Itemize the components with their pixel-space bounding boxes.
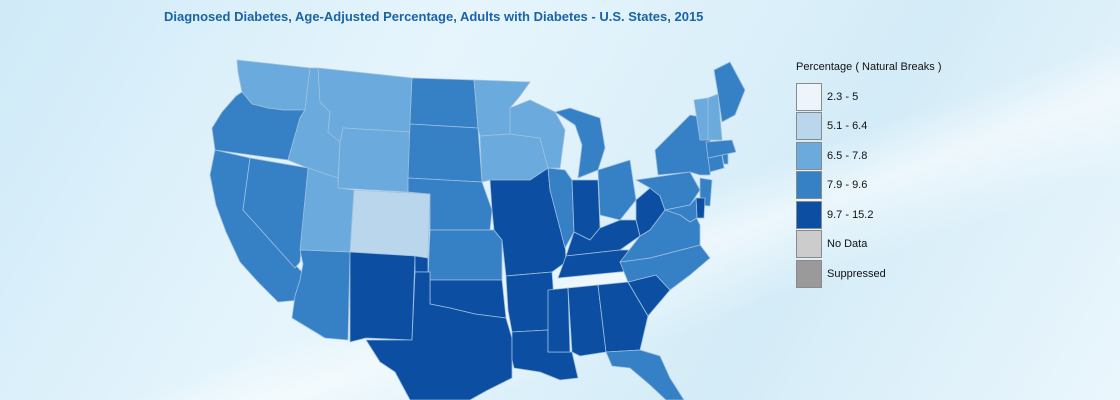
state-fl [605, 349, 685, 400]
state-al [567, 284, 607, 357]
state-ma [705, 139, 737, 159]
state-mo [489, 167, 567, 277]
legend-label: 6.5 - 7.8 [827, 149, 868, 162]
legend-swatch [796, 82, 822, 111]
legend-swatch [796, 259, 822, 288]
legend-label: Suppressed [827, 267, 886, 280]
legend-label: No Data [827, 238, 868, 251]
legend-items: 2.3 - 5 5.1 - 6.4 6.5 - 7.8 7.9 - 9.6 9.7 - … [796, 82, 986, 289]
state-nd [409, 77, 479, 129]
legend-label: 5.1 - 6.4 [827, 120, 868, 133]
legend-label: 9.7 - 15.2 [827, 208, 874, 221]
state-md [664, 197, 698, 223]
state-nh [707, 93, 723, 141]
legend-item: Suppressed [796, 259, 986, 289]
legend-item: 5.1 - 6.4 [796, 112, 986, 142]
legend-swatch [796, 141, 822, 170]
state-nm [349, 251, 416, 343]
state-oh [597, 159, 637, 221]
state-ms [547, 287, 571, 353]
state-nv [242, 157, 309, 269]
state-me [713, 61, 746, 123]
legend-label: 7.9 - 9.6 [827, 179, 868, 192]
legend-swatch [796, 200, 822, 229]
state-de [695, 197, 706, 219]
legend-swatch [796, 230, 822, 259]
map-title: Diagnosed Diabetes, Age-Adjusted Percent… [164, 9, 704, 24]
legend-item: 7.9 - 9.6 [796, 171, 986, 201]
state-az [291, 249, 351, 341]
state-in [571, 179, 601, 241]
legend-label: 2.3 - 5 [827, 90, 859, 103]
legend-item: 6.5 - 7.8 [796, 141, 986, 171]
state-wy [337, 127, 411, 193]
legend-swatch [796, 171, 822, 200]
state-tx [365, 271, 513, 400]
legend-swatch [796, 112, 822, 141]
legend-item: 9.7 - 15.2 [796, 200, 986, 230]
legend-item: 2.3 - 5 [796, 82, 986, 112]
state-sd [407, 123, 483, 183]
state-ny [654, 114, 713, 176]
state-ks [427, 229, 503, 281]
state-ga [597, 281, 649, 353]
legend-item: No Data [796, 230, 986, 260]
map-legend: Percentage ( Natural Breaks ) 2.3 - 5 5.1… [796, 58, 986, 289]
state-co [349, 189, 431, 259]
legend-title: Percentage ( Natural Breaks ) [796, 61, 942, 73]
state-wi [509, 99, 566, 169]
state-ar [505, 271, 555, 333]
